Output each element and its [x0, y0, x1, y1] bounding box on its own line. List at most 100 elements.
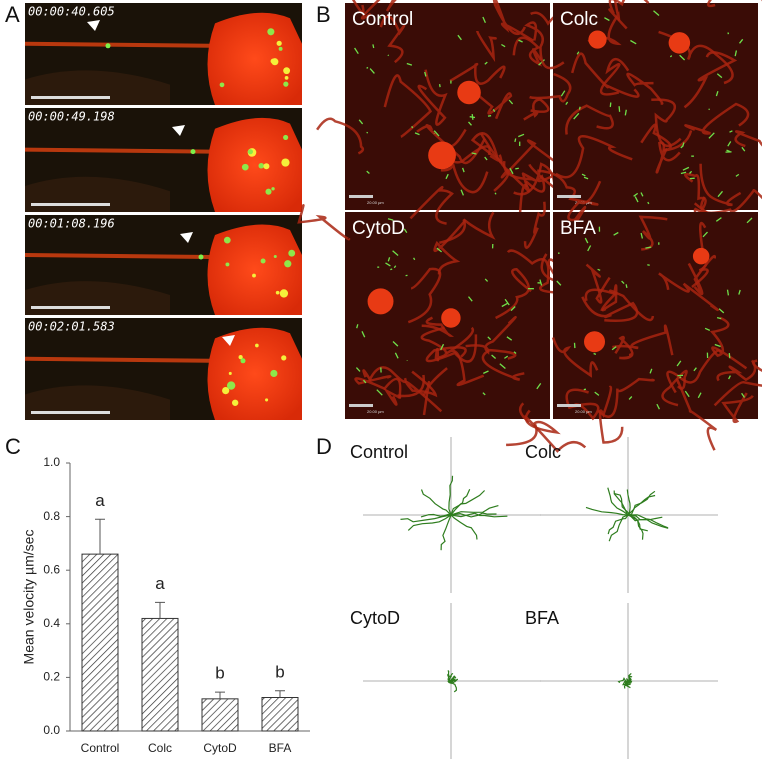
timestamp: 00:02:01.583 — [28, 320, 115, 334]
green-signal — [508, 99, 514, 105]
panel-letter: D — [316, 434, 332, 459]
trajectory — [613, 492, 630, 516]
green-signal — [436, 247, 443, 253]
green-signal — [515, 167, 519, 170]
trajectory-plot: BFA — [525, 603, 718, 759]
green-signal — [656, 403, 660, 410]
green-signal — [556, 280, 562, 286]
trajectory — [440, 514, 452, 551]
scale-bar — [557, 404, 581, 407]
green-signal — [499, 363, 506, 369]
green-signal — [573, 112, 580, 120]
green-signal — [492, 109, 496, 113]
green-signal — [406, 62, 413, 66]
green-signal — [387, 54, 390, 57]
green-signal — [679, 376, 682, 379]
green-signal — [708, 132, 715, 139]
plot-label: CytoD — [350, 608, 400, 628]
x-tick-label: CytoD — [203, 741, 237, 755]
green-signal — [682, 166, 690, 171]
green-signal — [483, 370, 489, 374]
scale-bar — [557, 195, 581, 198]
green-signal — [746, 217, 753, 224]
cell-wall — [614, 335, 634, 360]
cell-wall — [433, 219, 467, 275]
green-signal — [680, 171, 687, 175]
y-tick-label: 0.8 — [43, 509, 60, 523]
trajectory — [447, 670, 452, 682]
timestamp: 00:00:40.605 — [28, 5, 115, 19]
cell-wall — [316, 117, 365, 155]
y-tick-label: 0.2 — [43, 670, 60, 684]
cell-wall — [721, 392, 754, 424]
y-axis-label: Mean velocity µm/sec — [21, 530, 37, 665]
green-signal — [697, 392, 702, 399]
scale-bar — [31, 203, 110, 206]
scale-bar — [31, 306, 110, 309]
green-signal — [634, 196, 639, 203]
cell-strand — [24, 41, 211, 48]
cell-wall — [417, 69, 448, 126]
cell-wall — [716, 359, 757, 382]
green-signal — [376, 389, 383, 396]
cell-wall — [297, 204, 351, 241]
green-signal — [482, 16, 486, 24]
green-signal — [414, 132, 420, 136]
green-signal — [471, 114, 474, 120]
cell-wall — [425, 334, 478, 363]
green-signal — [565, 101, 569, 105]
nucleus — [692, 247, 710, 265]
cell-wall — [493, 139, 562, 192]
error-bar — [155, 601, 165, 619]
cell-wall — [684, 102, 750, 135]
spot — [267, 28, 275, 36]
spot — [263, 163, 270, 170]
green-signal — [727, 32, 730, 35]
trajectory — [450, 514, 478, 540]
trajectory — [420, 489, 452, 516]
spot — [278, 46, 283, 51]
cell-wall — [555, 135, 633, 179]
cell-body — [207, 12, 302, 106]
green-signal — [680, 145, 684, 149]
plot-label: Colc — [525, 442, 561, 462]
scale-bar-label: 20.00 µm — [575, 409, 592, 414]
green-signal — [510, 306, 516, 312]
cell-wall — [379, 15, 406, 64]
trajectory-plot: Control — [350, 437, 541, 593]
green-signal — [413, 257, 416, 261]
plot-label: Control — [350, 442, 408, 462]
cell-wall — [523, 201, 546, 249]
spot — [238, 355, 243, 360]
cell-wall — [421, 316, 455, 337]
arrowhead — [180, 232, 193, 243]
nucleus — [584, 331, 606, 353]
green-signal — [597, 268, 601, 271]
cell-wall — [691, 221, 709, 288]
trajectory — [608, 514, 629, 542]
green-signal — [560, 90, 566, 97]
cell-wall — [706, 0, 762, 8]
y-tick-label: 0.0 — [43, 723, 60, 737]
spot — [219, 82, 225, 88]
spot — [260, 258, 266, 264]
green-signal — [633, 192, 639, 197]
spot — [258, 162, 265, 169]
cell-wall — [465, 315, 517, 355]
panel-d: Control Colc CytoD BFA — [350, 437, 718, 759]
green-signal — [356, 324, 359, 329]
micrograph: 00:01:08.196 — [24, 215, 302, 315]
timestamp: 00:00:49.198 — [28, 110, 115, 124]
trajectory — [627, 514, 648, 532]
cell-wall — [600, 289, 655, 322]
cell-wall — [537, 169, 599, 206]
micrograph: 20.00 µm BFA — [551, 180, 762, 451]
green-signal — [491, 354, 497, 359]
spot — [283, 81, 289, 87]
green-signal — [716, 73, 723, 79]
micrograph: 00:02:01.583 — [24, 318, 302, 420]
tracked-particle — [240, 358, 246, 364]
trajectory — [447, 675, 456, 684]
spot — [281, 355, 287, 361]
